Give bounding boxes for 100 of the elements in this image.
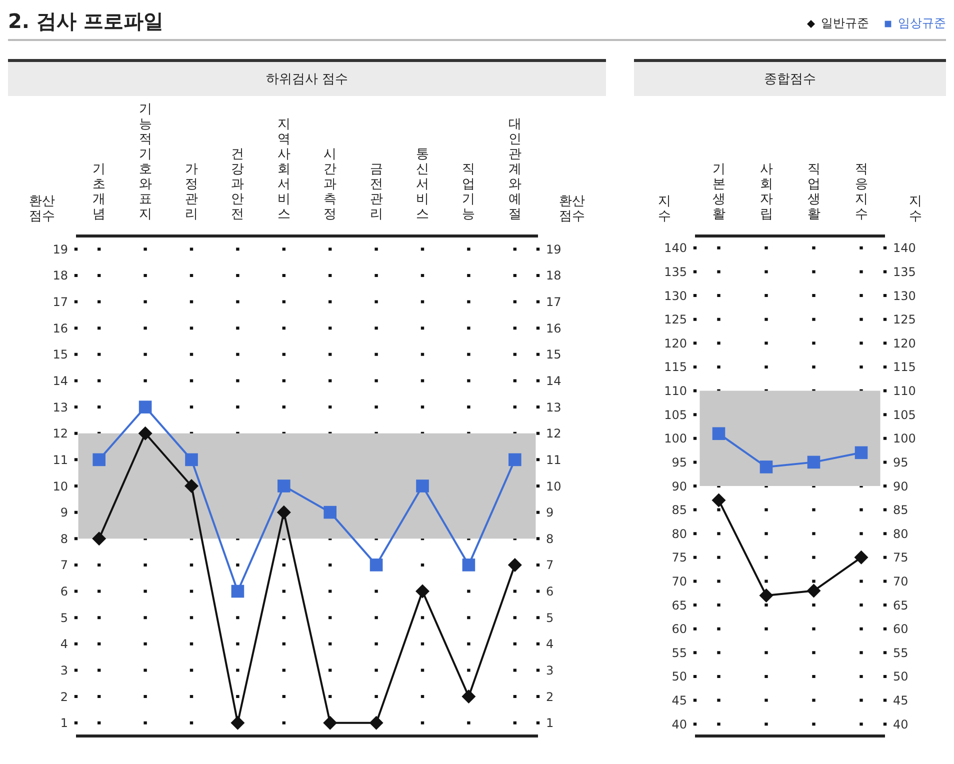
y-tick-label: 45: [672, 694, 687, 708]
y2-tick-label: 60: [893, 622, 908, 636]
chart-title: 하위검사 점수: [8, 59, 606, 96]
point: [806, 584, 821, 598]
y-tick-label: 2: [60, 690, 68, 704]
point: [138, 426, 152, 440]
point: [323, 716, 338, 730]
y-axis-title: 지수: [658, 194, 672, 224]
y2-tick-label: 16: [546, 321, 562, 336]
y-tick-label: 90: [672, 479, 687, 494]
point: [760, 460, 773, 474]
x-tick-label: 직업기능: [462, 162, 476, 222]
point: [92, 532, 106, 546]
y-tick-label: 9: [60, 506, 68, 520]
y-tick-label: 115: [664, 360, 687, 374]
point: [324, 506, 336, 519]
y-tick-label: 140: [664, 241, 687, 256]
y2-tick-label: 135: [893, 264, 916, 279]
y2-tick-label: 13: [546, 400, 562, 414]
y-tick-label: 5: [60, 610, 68, 625]
y2-tick-label: 2: [546, 690, 554, 704]
y2-tick-label: 105: [893, 408, 916, 422]
x-tick-label: 대인관계와예절: [508, 117, 522, 222]
x-tick-label: 통신서비스: [416, 147, 429, 222]
point: [276, 505, 291, 520]
y2-tick-label: 140: [893, 241, 916, 256]
x-tick-label: 건강과안전: [231, 147, 244, 222]
y-tick-label: 85: [672, 503, 687, 518]
point: [759, 588, 774, 603]
point: [416, 584, 430, 598]
y2-tick-label: 6: [546, 584, 554, 599]
x-tick-label: 시간과측정: [324, 147, 337, 222]
y2-tick-label: 7: [546, 558, 554, 572]
y-tick-label: 75: [672, 550, 687, 565]
chart-title: 종합점수: [634, 59, 946, 96]
x-tick-label: 직업생활: [807, 162, 820, 222]
y-tick-label: 4: [60, 637, 68, 652]
text: 2. 검사 프로파일: [8, 8, 164, 35]
point: [370, 558, 383, 572]
y2-tick-label: 95: [893, 455, 908, 470]
x-tick-label: 사회자립: [760, 162, 773, 222]
point: [184, 479, 198, 493]
y2-tick-label: 85: [893, 503, 908, 518]
point: [712, 493, 726, 508]
point: [278, 480, 290, 492]
y2-tick-label: 130: [893, 288, 916, 303]
y2-tick-label: 17: [546, 295, 562, 310]
y2-tick-label: 10: [546, 479, 562, 494]
y-tick-label: 80: [672, 526, 687, 541]
y2-tick-label: 80: [893, 526, 908, 541]
point: [854, 550, 868, 564]
point: [462, 690, 476, 704]
y2-tick-label: 11: [546, 452, 562, 467]
y2-tick-label: 40: [893, 717, 908, 732]
y2-tick-label: 9: [546, 506, 554, 520]
y2-tick-label: 8: [546, 532, 554, 546]
legend-label: 일반규준: [821, 15, 869, 32]
point: [92, 453, 106, 466]
point: [138, 400, 152, 414]
y-tick-label: 120: [664, 336, 687, 350]
y-tick-label: 3: [60, 663, 68, 678]
y-tick-label: 14: [52, 374, 68, 388]
y2-tick-label: 19: [546, 242, 562, 256]
y2-tick-label: 12: [546, 426, 562, 441]
y-tick-label: 130: [664, 288, 687, 303]
y2-tick-label: 90: [893, 479, 908, 494]
y-tick-label: 12: [52, 426, 68, 441]
point: [854, 446, 868, 460]
y2-tick-label: 100: [893, 432, 916, 446]
y-tick-label: 110: [664, 384, 687, 398]
y-tick-label: 70: [672, 574, 687, 588]
y2-tick-label: 55: [893, 646, 908, 660]
y2-tick-label: 70: [893, 574, 908, 588]
y2-tick-label: 115: [893, 360, 916, 374]
y-tick-label: 15: [52, 348, 68, 362]
y-tick-label: 60: [672, 622, 687, 636]
y-tick-label: 135: [664, 264, 687, 279]
y-tick-label: 7: [60, 558, 68, 572]
x-tick-label: 적응지수: [854, 162, 868, 222]
x-tick-label: 가정관리: [185, 162, 198, 222]
y2-tick-label: 45: [893, 694, 908, 708]
y-tick-label: 125: [664, 312, 687, 327]
y2-tick-label: 14: [546, 374, 562, 388]
y2-tick-label: 18: [546, 268, 562, 283]
y-tick-label: 10: [52, 479, 68, 494]
point: [508, 453, 522, 466]
point: [712, 427, 726, 440]
y-tick-label: 1: [60, 716, 68, 730]
y-axis-title: 환산점수: [28, 194, 56, 224]
point: [462, 558, 476, 572]
point: [369, 716, 384, 730]
point: [807, 456, 820, 469]
x-tick-label: 금전관리: [370, 162, 383, 222]
y2-tick-label: 4: [546, 637, 554, 652]
y2-axis-title: 지수: [908, 194, 922, 224]
x-tick-label: 기본생활: [712, 162, 726, 222]
y2-tick-label: 120: [893, 336, 916, 350]
y-tick-label: 11: [52, 452, 68, 467]
x-tick-label: 기능적기호와표지: [138, 102, 152, 222]
y-tick-label: 17: [52, 295, 68, 310]
